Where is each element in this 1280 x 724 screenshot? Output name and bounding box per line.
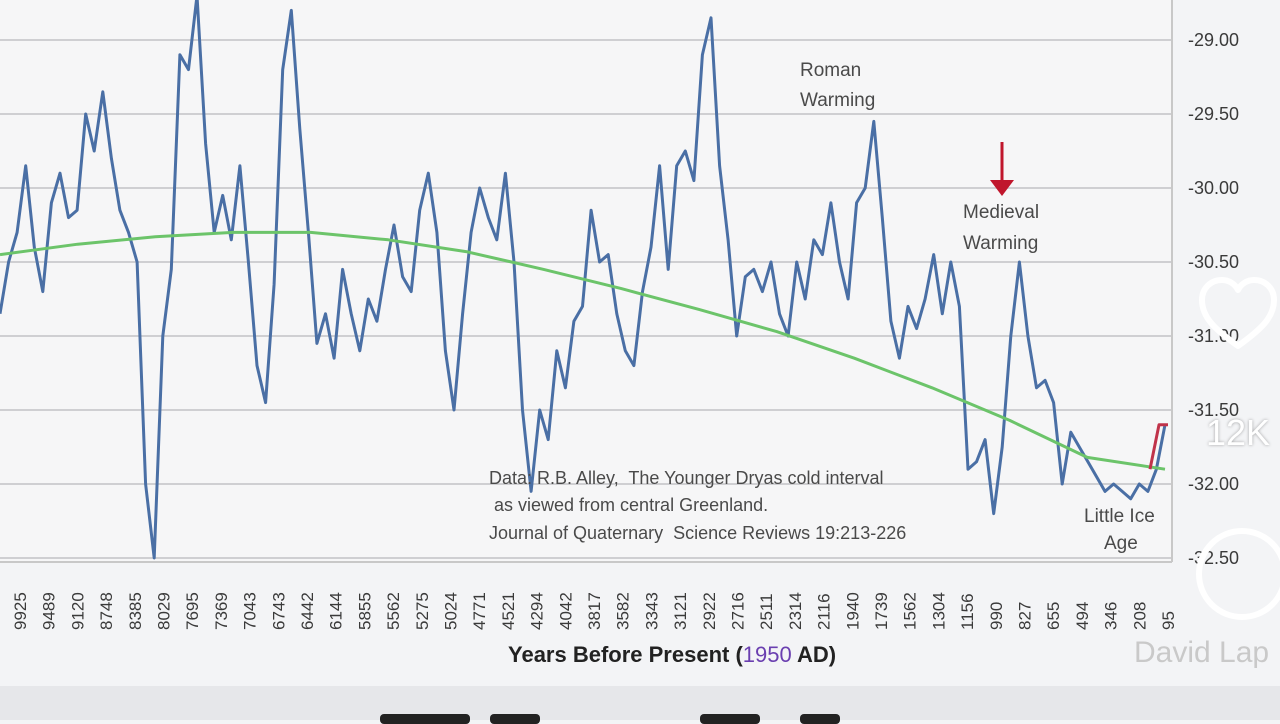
- x-tick-label: 5562: [384, 592, 403, 630]
- y-tick-label: -29.00: [1188, 30, 1239, 50]
- bottom-caption-shape: [800, 714, 840, 724]
- x-tick-label: 6743: [269, 592, 288, 630]
- medieval-arrow-icon: [990, 180, 1014, 196]
- x-tick-label: 6442: [298, 592, 317, 630]
- annotation-source-line2: as viewed from central Greenland.: [489, 495, 768, 515]
- annotation-medieval-line2: Warming: [963, 233, 1038, 254]
- y-tick-label: -32.00: [1188, 474, 1239, 494]
- x-tick-label: 4521: [499, 592, 518, 630]
- x-tick-label: 494: [1073, 602, 1092, 630]
- series-group: [0, 0, 1168, 560]
- annotation-roman-line1: Roman: [800, 60, 861, 81]
- x-tick-label: 1304: [929, 592, 948, 630]
- annotation-source-line3: Journal of Quaternary Science Reviews 19…: [489, 523, 906, 543]
- x-axis-label-year: 1950: [743, 642, 792, 667]
- x-axis-label-part3: AD): [792, 642, 836, 667]
- y-tick-label: -31.00: [1188, 326, 1239, 346]
- y-tick-label: -29.50: [1188, 104, 1239, 124]
- y-tick-label: -30.50: [1188, 252, 1239, 272]
- x-tick-label: 8748: [97, 592, 116, 630]
- x-tick-label: 346: [1102, 602, 1121, 630]
- comment-icon[interactable]: [1196, 528, 1280, 620]
- x-tick-label: 9489: [40, 592, 59, 630]
- x-tick-label: 3817: [585, 592, 604, 630]
- annotation-medieval-line1: Medieval: [963, 202, 1039, 223]
- x-tick-label: 827: [1016, 602, 1035, 630]
- x-tick-label: 208: [1130, 602, 1149, 630]
- x-tick-label: 4771: [470, 592, 489, 630]
- bottom-caption-shape: [700, 714, 760, 724]
- temperature-series-line: [0, 0, 1167, 560]
- bottom-bar: [0, 686, 1280, 724]
- annotation-source-line1: Data: R.B. Alley, The Younger Dryas cold…: [489, 468, 884, 488]
- x-tick-label: 655: [1044, 602, 1063, 630]
- x-tick-label: 7369: [212, 592, 231, 630]
- x-tick-label: 1562: [901, 592, 920, 630]
- bottom-caption-shape: [380, 714, 470, 724]
- x-ticks: 9925 9489 9120 8748 8385 8029 7695 7369 7043 6743…: [11, 592, 1178, 630]
- x-tick-label: 1940: [843, 592, 862, 630]
- x-tick-label: 3121: [671, 592, 690, 630]
- heart-icon[interactable]: [1196, 272, 1280, 356]
- x-tick-label: 7695: [183, 592, 202, 630]
- x-tick-label: 2314: [786, 592, 805, 630]
- x-tick-label: 2116: [815, 593, 834, 630]
- annotations: Roman Warming Medieval Warming Little Ic…: [489, 60, 1155, 554]
- like-count: 12K: [1206, 412, 1271, 453]
- x-tick-label: 4294: [528, 592, 547, 630]
- x-tick-label: 6144: [327, 592, 346, 630]
- grid: [0, 39, 1172, 559]
- y-tick-label: -31.50: [1188, 400, 1239, 420]
- annotation-little-ice-line1: Little Ice: [1084, 506, 1155, 527]
- x-tick-label: 3343: [642, 592, 661, 630]
- y-tick-label: -30.00: [1188, 178, 1239, 198]
- x-axis-label: Years Before Present (1950 AD): [508, 642, 836, 667]
- recent-series-line: [1148, 423, 1168, 470]
- x-tick-label: 8385: [126, 592, 145, 630]
- x-tick-label: 2922: [700, 592, 719, 630]
- x-tick-label: 9120: [68, 592, 87, 630]
- x-tick-label: 990: [987, 602, 1006, 630]
- x-tick-label: 4042: [556, 592, 575, 630]
- x-tick-label: 5275: [413, 592, 432, 630]
- author-name: David Lap: [1134, 636, 1270, 669]
- x-tick-label: 3582: [614, 592, 633, 630]
- x-tick-label: 1156: [958, 593, 977, 630]
- x-tick-label: 2511: [757, 593, 776, 630]
- x-tick-label: 9925: [11, 592, 30, 630]
- annotation-roman-line2: Warming: [800, 90, 875, 111]
- x-tick-label: 95: [1159, 611, 1178, 630]
- x-axis-label-part1: Years Before Present (: [508, 642, 743, 667]
- x-tick-label: 5855: [355, 592, 374, 630]
- x-tick-label: 8029: [155, 592, 174, 630]
- x-tick-label: 1739: [872, 592, 891, 630]
- x-tick-label: 2716: [729, 592, 748, 630]
- annotation-little-ice-line2: Age: [1104, 533, 1138, 554]
- x-tick-label: 5024: [442, 592, 461, 630]
- trend-series-line: [0, 230, 1166, 471]
- x-tick-label: 7043: [241, 592, 260, 630]
- bottom-caption-shape: [490, 714, 540, 724]
